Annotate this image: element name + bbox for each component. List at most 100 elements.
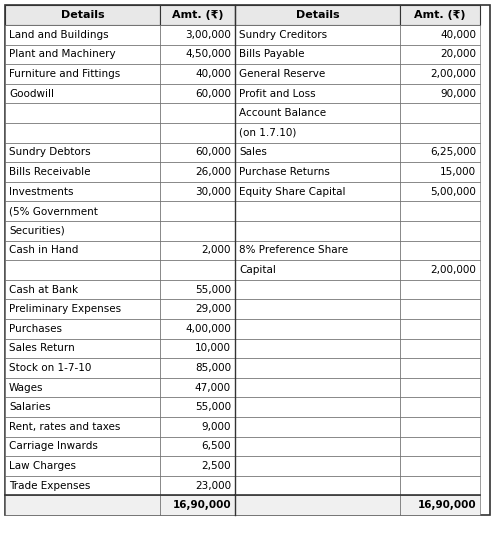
Bar	[5, 260, 160, 280]
Text: 2,500: 2,500	[201, 461, 231, 471]
Bar	[235, 280, 400, 300]
Bar	[235, 84, 400, 103]
Bar	[5, 84, 160, 103]
Text: 30,000: 30,000	[195, 187, 231, 197]
Bar	[400, 221, 480, 240]
Bar	[235, 64, 400, 84]
Bar	[235, 201, 400, 221]
Bar	[400, 476, 480, 495]
Bar	[5, 338, 160, 358]
Text: 55,000: 55,000	[195, 285, 231, 295]
Text: Details: Details	[61, 10, 104, 20]
Bar	[5, 417, 160, 437]
Text: Goodwill: Goodwill	[9, 88, 54, 99]
Text: 15,000: 15,000	[440, 167, 476, 177]
Text: Equity Share Capital: Equity Share Capital	[239, 187, 346, 197]
Text: Cash at Bank: Cash at Bank	[9, 285, 78, 295]
Text: 2,00,000: 2,00,000	[430, 265, 476, 275]
Bar	[400, 398, 480, 417]
Bar	[235, 417, 400, 437]
Bar	[235, 5, 400, 25]
Bar	[235, 123, 400, 143]
Text: (5% Government: (5% Government	[9, 206, 98, 216]
Bar	[235, 398, 400, 417]
Text: Capital: Capital	[239, 265, 276, 275]
Bar	[160, 338, 235, 358]
Bar	[400, 319, 480, 338]
Bar	[400, 240, 480, 260]
Text: Bills Payable: Bills Payable	[239, 50, 304, 59]
Text: 10,000: 10,000	[195, 343, 231, 353]
Text: 40,000: 40,000	[440, 30, 476, 40]
Bar	[5, 45, 160, 64]
Text: 2,000: 2,000	[201, 245, 231, 255]
Text: Wages: Wages	[9, 383, 44, 393]
Bar	[5, 476, 160, 495]
Bar	[235, 358, 400, 378]
Text: Sales: Sales	[239, 148, 267, 157]
Bar	[400, 123, 480, 143]
Text: Sales Return: Sales Return	[9, 343, 75, 353]
Bar	[160, 358, 235, 378]
Bar	[5, 143, 160, 162]
Bar	[160, 221, 235, 240]
Bar	[5, 495, 160, 515]
Text: Sundry Debtors: Sundry Debtors	[9, 148, 91, 157]
Bar	[160, 64, 235, 84]
Bar	[160, 437, 235, 456]
Bar	[160, 182, 235, 201]
Bar	[5, 456, 160, 476]
Bar	[5, 221, 160, 240]
Bar	[400, 25, 480, 45]
Text: Sundry Creditors: Sundry Creditors	[239, 30, 327, 40]
Bar	[400, 5, 480, 25]
Bar	[235, 378, 400, 398]
Text: 9,000: 9,000	[201, 422, 231, 432]
Text: 5,00,000: 5,00,000	[430, 187, 476, 197]
Bar	[400, 456, 480, 476]
Bar	[235, 182, 400, 201]
Text: Preliminary Expenses: Preliminary Expenses	[9, 304, 121, 314]
Text: Salaries: Salaries	[9, 402, 50, 412]
Text: Amt. (₹): Amt. (₹)	[172, 10, 223, 20]
Bar	[160, 25, 235, 45]
Bar	[160, 456, 235, 476]
Bar	[5, 25, 160, 45]
Bar	[400, 182, 480, 201]
Bar	[160, 103, 235, 123]
Bar	[400, 378, 480, 398]
Bar	[160, 201, 235, 221]
Text: 2,00,000: 2,00,000	[430, 69, 476, 79]
Bar	[400, 64, 480, 84]
Bar	[5, 319, 160, 338]
Text: Purchase Returns: Purchase Returns	[239, 167, 330, 177]
Bar	[235, 25, 400, 45]
Bar	[5, 300, 160, 319]
Bar	[5, 103, 160, 123]
Bar	[160, 280, 235, 300]
Text: 55,000: 55,000	[195, 402, 231, 412]
Text: 4,00,000: 4,00,000	[185, 324, 231, 334]
Bar	[160, 300, 235, 319]
Bar	[235, 45, 400, 64]
Bar	[160, 398, 235, 417]
Bar	[5, 123, 160, 143]
Text: 26,000: 26,000	[195, 167, 231, 177]
Text: 4,50,000: 4,50,000	[185, 50, 231, 59]
Bar	[400, 280, 480, 300]
Text: 8% Preference Share: 8% Preference Share	[239, 245, 348, 255]
Bar	[400, 338, 480, 358]
Bar	[160, 143, 235, 162]
Text: Account Balance: Account Balance	[239, 108, 326, 118]
Text: 85,000: 85,000	[195, 363, 231, 373]
Text: Trade Expenses: Trade Expenses	[9, 481, 91, 490]
Bar	[235, 338, 400, 358]
Text: Details: Details	[296, 10, 339, 20]
Bar	[160, 495, 235, 515]
Text: Law Charges: Law Charges	[9, 461, 76, 471]
Bar	[5, 162, 160, 182]
Bar	[400, 300, 480, 319]
Bar	[160, 84, 235, 103]
Text: 16,90,000: 16,90,000	[172, 500, 231, 510]
Text: 6,25,000: 6,25,000	[430, 148, 476, 157]
